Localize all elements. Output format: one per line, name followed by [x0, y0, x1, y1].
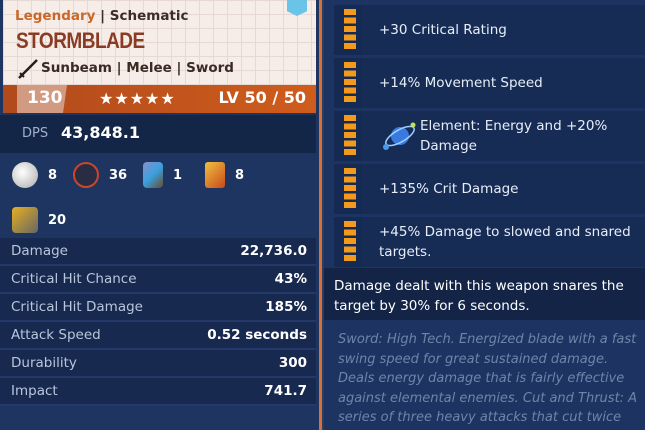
stat-row: Critical Hit Chance 43% [0, 266, 316, 294]
material-powercell: 36 [73, 162, 127, 188]
material-silver: 8 [12, 162, 57, 188]
weapon-header: Legendary | Schematic STORMBLADE Sunbeam… [3, 0, 316, 86]
sword-icon [18, 59, 38, 79]
active-powercell-icon [73, 162, 99, 188]
perk-slot[interactable]: +135% Crit Damage [334, 164, 645, 214]
sunbeam-crystal-icon [205, 162, 225, 188]
power-level: 130 [17, 85, 67, 113]
perk-slot[interactable]: +30 Critical Rating [334, 5, 645, 55]
stats-table: Damage 22,736.0 Critical Hit Chance 43% Cr… [0, 238, 316, 406]
level-bar: 130 ★★★★★ LV 50 / 50 [3, 85, 316, 113]
perk-rarity-pips [344, 115, 356, 157]
perk-slot[interactable]: Element: Energy and +20% Damage [334, 111, 645, 161]
stat-row: Critical Hit Damage 185% [0, 294, 316, 322]
stat-row: Attack Speed 0.52 seconds [0, 322, 316, 350]
stat-row: Damage 22,736.0 [0, 238, 316, 266]
silver-ore-icon [12, 162, 38, 188]
level-text: LV 50 / 50 [218, 88, 306, 107]
star-rating: ★★★★★ [99, 89, 176, 108]
weapon-subtitle: Sunbeam | Melee | Sword [41, 60, 234, 76]
perk-slot[interactable]: +14% Movement Speed [334, 58, 645, 108]
material-storm-shard: 1 [143, 162, 182, 188]
perk-rarity-pips [344, 9, 356, 51]
material-mechanical-parts: 20 [12, 207, 66, 233]
dps-row: DPS 43,848.1 [0, 115, 316, 153]
energy-element-icon [383, 122, 416, 150]
storm-shard-icon [143, 162, 163, 188]
rarity-line: Legendary | Schematic [15, 8, 189, 24]
perk-rarity-pips [344, 62, 356, 104]
stat-row: Impact 741.7 [0, 378, 316, 406]
perk-rarity-pips [344, 221, 356, 263]
material-sunbeam: 8 [205, 162, 244, 188]
weapon-name: STORMBLADE [16, 29, 145, 54]
stat-row: Durability 300 [0, 350, 316, 378]
perk-slot[interactable]: +45% Damage to slowed and snared targets… [334, 217, 645, 267]
weapon-ability-description: Damage dealt with this weapon snares the… [324, 268, 645, 320]
mechanical-parts-icon [12, 207, 38, 233]
panel-divider [319, 0, 324, 430]
perk-rarity-pips [344, 168, 356, 210]
bookmark-icon [287, 0, 307, 16]
weapon-stats-panel: Legendary | Schematic STORMBLADE Sunbeam… [0, 0, 319, 430]
perks-panel: +30 Critical Rating +14% Movement Speed … [324, 0, 645, 430]
weapon-lore-text: Sword: High Tech. Energized blade with a… [338, 332, 638, 425]
